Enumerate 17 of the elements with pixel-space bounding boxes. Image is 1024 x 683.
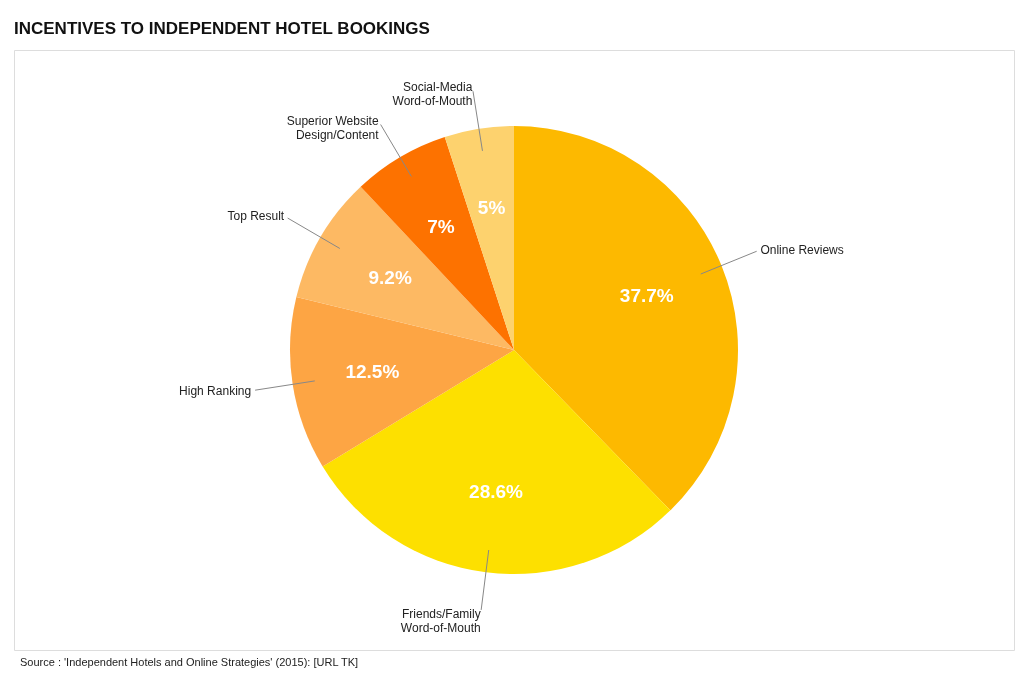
data-label: 5% xyxy=(477,197,506,219)
slice-label: Top Result xyxy=(227,209,285,224)
pie-slice xyxy=(322,350,671,574)
source-note: Source : 'Independent Hotels and Online Strategies' (2015): [URL TK] xyxy=(20,656,359,668)
slice-label: Superior Website Design/Content xyxy=(286,114,380,143)
data-label: 37.7% xyxy=(619,284,674,306)
data-label: 28.6% xyxy=(469,481,524,503)
slice-label: High Ranking xyxy=(179,383,252,398)
data-label: 7% xyxy=(427,215,455,237)
slice-label: Friends/Family Word-of-Mouth xyxy=(400,606,481,635)
pie-slice xyxy=(296,186,514,350)
chart-title: INCENTIVES TO INDEPENDENT HOTEL BOOKINGS xyxy=(14,19,430,38)
slice-label: Social-Media Word-of-Mouth xyxy=(392,80,473,109)
slice-label: Online Reviews xyxy=(760,242,844,257)
data-label: 9.2% xyxy=(368,266,412,288)
pie-slice xyxy=(290,297,514,467)
data-label: 12.5% xyxy=(345,360,400,382)
